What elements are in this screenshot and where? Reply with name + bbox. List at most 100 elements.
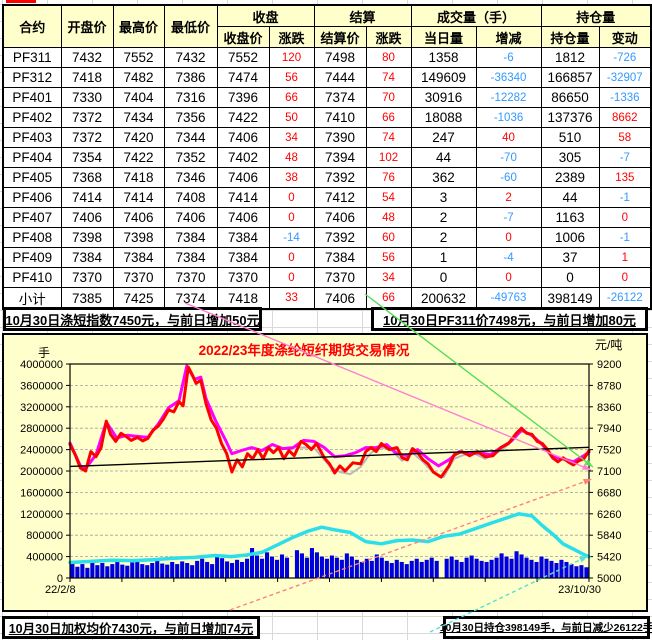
value-cell[interactable]: 7370 xyxy=(60,267,114,288)
value-cell[interactable]: 0 xyxy=(540,267,600,288)
value-cell[interactable]: 7406 xyxy=(216,207,270,228)
value-cell[interactable]: 247 xyxy=(410,127,477,148)
contract-cell[interactable]: PF406 xyxy=(2,187,62,208)
value-cell[interactable]: -1036 xyxy=(475,107,542,128)
value-cell[interactable]: 7432 xyxy=(163,47,218,68)
banner-top-right[interactable]: 10月30日PF311价7498元，与前日增加80元 xyxy=(371,307,648,331)
contract-cell[interactable]: PF409 xyxy=(2,247,62,268)
value-cell[interactable]: 7356 xyxy=(163,107,218,128)
value-cell[interactable]: 1163 xyxy=(540,207,600,228)
table-subheader-cell[interactable]: 持仓量 xyxy=(540,26,600,48)
table-header-cell[interactable]: 最低价 xyxy=(163,4,218,48)
value-cell[interactable]: 7370 xyxy=(112,267,165,288)
table-group-header-cell[interactable]: 成交量（手） xyxy=(410,4,542,27)
value-cell[interactable]: 7418 xyxy=(216,287,270,310)
value-cell[interactable]: 18088 xyxy=(410,107,477,128)
contract-cell[interactable]: PF405 xyxy=(2,167,62,188)
table-subheader-cell[interactable]: 当日量 xyxy=(410,26,477,48)
table-subheader-cell[interactable]: 变动 xyxy=(598,26,652,48)
value-cell[interactable]: 7406 xyxy=(313,207,367,228)
value-cell[interactable]: 7406 xyxy=(112,207,165,228)
value-cell[interactable]: 0 xyxy=(598,207,652,228)
value-cell[interactable]: 149609 xyxy=(410,67,477,88)
value-cell[interactable]: 7434 xyxy=(112,107,165,128)
value-cell[interactable]: 7418 xyxy=(60,67,114,88)
value-cell[interactable]: 7390 xyxy=(313,127,367,148)
value-cell[interactable]: 66 xyxy=(365,287,412,310)
value-cell[interactable]: 7370 xyxy=(313,267,367,288)
value-cell[interactable]: 7406 xyxy=(60,207,114,228)
value-cell[interactable]: 74 xyxy=(365,127,412,148)
value-cell[interactable]: 0 xyxy=(475,227,542,248)
value-cell[interactable]: 7406 xyxy=(216,127,270,148)
value-cell[interactable]: 30916 xyxy=(410,87,477,108)
value-cell[interactable]: 398149 xyxy=(540,287,600,310)
table-subheader-cell[interactable]: 涨跌 xyxy=(268,26,315,48)
value-cell[interactable]: 33 xyxy=(268,287,315,310)
table-header-cell[interactable]: 开盘价 xyxy=(60,4,114,48)
value-cell[interactable]: -70 xyxy=(475,147,542,168)
value-cell[interactable]: 305 xyxy=(540,147,600,168)
value-cell[interactable]: 7384 xyxy=(313,247,367,268)
value-cell[interactable]: -49763 xyxy=(475,287,542,310)
contract-cell[interactable]: PF404 xyxy=(2,147,62,168)
table-group-header-cell[interactable]: 持仓量 xyxy=(540,4,652,27)
table-subheader-cell[interactable]: 涨跌 xyxy=(365,26,412,48)
value-cell[interactable]: -32907 xyxy=(598,67,652,88)
banner-top-left[interactable]: 10月30日涤短指数7450元，与前日增加50元 xyxy=(3,307,262,331)
value-cell[interactable]: 1006 xyxy=(540,227,600,248)
value-cell[interactable]: 80 xyxy=(365,47,412,68)
value-cell[interactable]: 166857 xyxy=(540,67,600,88)
value-cell[interactable]: 7344 xyxy=(163,127,218,148)
contract-cell[interactable]: PF407 xyxy=(2,207,62,228)
value-cell[interactable]: 7414 xyxy=(60,187,114,208)
table-subheader-cell[interactable]: 收盘价 xyxy=(216,26,270,48)
value-cell[interactable]: 40 xyxy=(475,127,542,148)
table-subheader-cell[interactable]: 结算价 xyxy=(313,26,367,48)
contract-cell[interactable]: PF402 xyxy=(2,107,62,128)
value-cell[interactable]: 7420 xyxy=(112,127,165,148)
value-cell[interactable]: 510 xyxy=(540,127,600,148)
value-cell[interactable]: 7474 xyxy=(216,67,270,88)
value-cell[interactable]: 7552 xyxy=(216,47,270,68)
value-cell[interactable]: 7482 xyxy=(112,67,165,88)
value-cell[interactable]: 44 xyxy=(540,187,600,208)
contract-cell[interactable]: PF311 xyxy=(2,47,62,68)
value-cell[interactable]: 0 xyxy=(268,187,315,208)
value-cell[interactable]: 7394 xyxy=(313,147,367,168)
value-cell[interactable]: 7432 xyxy=(60,47,114,68)
contract-cell[interactable]: 小计 xyxy=(2,287,62,310)
value-cell[interactable]: 37 xyxy=(540,247,600,268)
value-cell[interactable]: 7392 xyxy=(313,227,367,248)
contract-cell[interactable]: PF403 xyxy=(2,127,62,148)
value-cell[interactable]: -1336 xyxy=(598,87,652,108)
value-cell[interactable]: -7 xyxy=(598,147,652,168)
value-cell[interactable]: 1 xyxy=(410,247,477,268)
value-cell[interactable]: 0 xyxy=(268,247,315,268)
value-cell[interactable]: -1 xyxy=(598,187,652,208)
value-cell[interactable]: 7422 xyxy=(216,107,270,128)
value-cell[interactable]: 7372 xyxy=(60,127,114,148)
value-cell[interactable]: -6 xyxy=(475,47,542,68)
value-cell[interactable]: 1358 xyxy=(410,47,477,68)
value-cell[interactable]: 7384 xyxy=(60,247,114,268)
value-cell[interactable]: 7498 xyxy=(313,47,367,68)
value-cell[interactable]: 76 xyxy=(365,167,412,188)
value-cell[interactable]: -726 xyxy=(598,47,652,68)
value-cell[interactable]: 362 xyxy=(410,167,477,188)
banner-bottom-left[interactable]: 10月30日加权均价7430元，与前日增加74元 xyxy=(2,616,260,639)
value-cell[interactable]: 120 xyxy=(268,47,315,68)
value-cell[interactable]: 70 xyxy=(365,87,412,108)
value-cell[interactable]: 38 xyxy=(268,167,315,188)
value-cell[interactable]: 7370 xyxy=(163,267,218,288)
value-cell[interactable]: 66 xyxy=(268,87,315,108)
value-cell[interactable]: 7392 xyxy=(313,167,367,188)
value-cell[interactable]: -36340 xyxy=(475,67,542,88)
value-cell[interactable]: 7552 xyxy=(112,47,165,68)
value-cell[interactable]: 7410 xyxy=(313,107,367,128)
value-cell[interactable]: 137376 xyxy=(540,107,600,128)
value-cell[interactable]: 200632 xyxy=(410,287,477,310)
value-cell[interactable]: 86650 xyxy=(540,87,600,108)
value-cell[interactable]: 48 xyxy=(268,147,315,168)
value-cell[interactable]: 58 xyxy=(598,127,652,148)
